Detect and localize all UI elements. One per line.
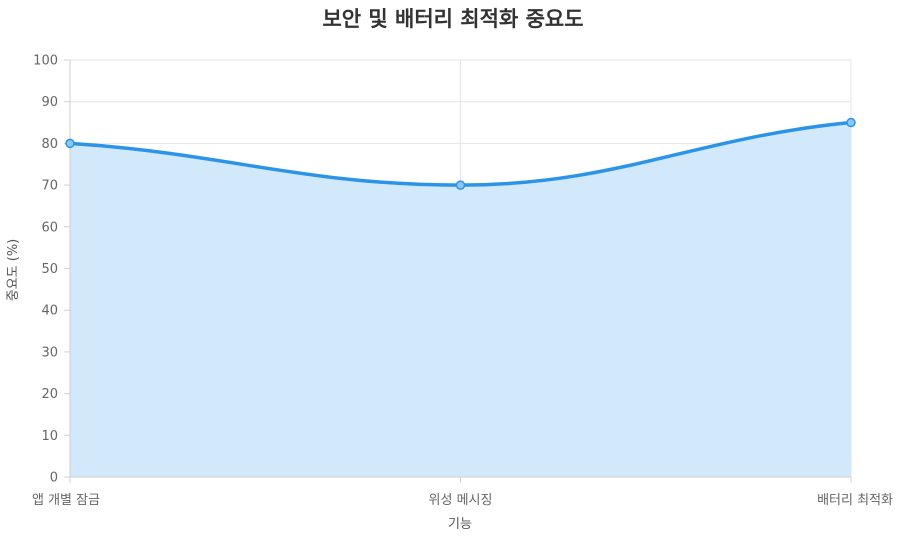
x-tick-label: 앱 개별 잠금	[32, 493, 100, 508]
y-tick-label: 40	[41, 304, 58, 319]
y-axis-title: 중요도 (%)	[6, 239, 21, 302]
y-tick-label: 50	[41, 262, 58, 277]
x-tick-label: 위성 메시징	[429, 493, 493, 508]
y-tick-label: 60	[41, 220, 58, 235]
y-tick-label: 80	[41, 137, 58, 152]
data-point	[846, 117, 856, 128]
y-tick-label: 0	[50, 471, 58, 486]
y-tick-label: 70	[41, 179, 58, 194]
chart-title: 보안 및 배터리 최적화 중요도	[322, 7, 583, 31]
area-layer	[70, 122, 851, 478]
y-tick-label: 10	[41, 429, 58, 444]
point-layer	[65, 117, 856, 190]
data-point	[455, 180, 466, 190]
y-tick-label: 100	[33, 54, 58, 69]
label-layer: 0 10 20 30 40 50 60 70 80 90 100 앱 개별 잠금 위성 메시징 배터리 최…	[32, 54, 893, 509]
y-tick-label: 90	[41, 95, 58, 110]
x-axis-title: 기능	[448, 517, 472, 532]
series-area	[70, 122, 851, 478]
data-point	[65, 138, 75, 149]
y-tick-label: 30	[41, 345, 58, 360]
x-tick-label: 배터리 최적화	[817, 493, 893, 508]
y-tick-label: 20	[41, 387, 58, 402]
